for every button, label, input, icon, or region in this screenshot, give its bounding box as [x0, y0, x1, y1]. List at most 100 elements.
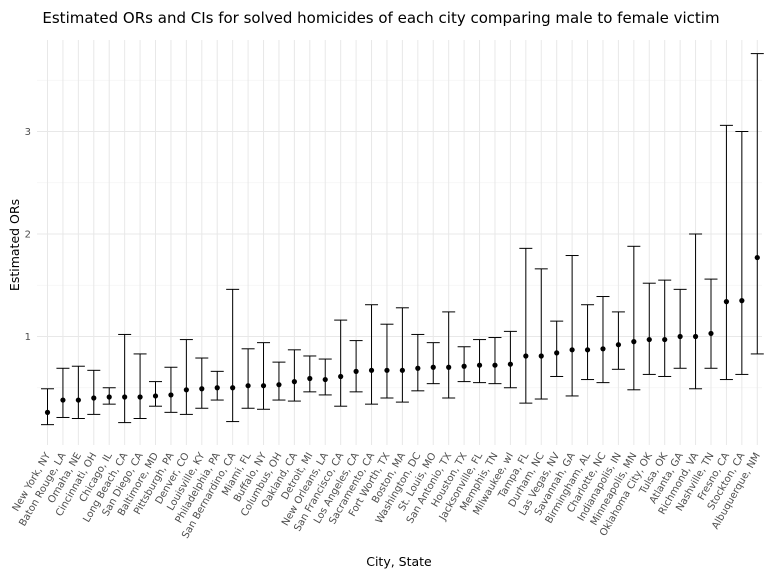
error-bar [581, 304, 595, 381]
error-bar [334, 319, 348, 407]
error-bar [303, 355, 317, 393]
estimate-point [646, 336, 652, 343]
estimate-point [338, 373, 344, 380]
error-bar [704, 278, 718, 369]
estimate-point [492, 362, 498, 368]
error-bar [611, 311, 625, 370]
estimate-point [615, 342, 622, 348]
error-bar [473, 339, 487, 384]
error-bar [87, 369, 101, 415]
error-bar [71, 365, 85, 419]
estimate-point [291, 379, 297, 385]
estimate-point [554, 350, 560, 356]
estimate-point [399, 367, 405, 373]
error-bar [257, 342, 271, 410]
estimate-point [276, 382, 282, 388]
estimate-point [230, 385, 236, 391]
estimate-point [430, 364, 436, 370]
error-bar [735, 131, 749, 375]
y-axis-ticks: 1 2 3 [25, 127, 31, 343]
estimate-point [199, 386, 205, 392]
error-bar [365, 304, 379, 405]
error-bar [550, 320, 564, 377]
estimate-point [723, 299, 730, 305]
y-tick-label: 3 [25, 127, 31, 138]
estimate-point [368, 367, 375, 373]
error-bar [596, 296, 610, 384]
error-bar [750, 53, 764, 355]
estimate-point [260, 383, 267, 389]
error-bar [41, 388, 54, 426]
estimate-point [106, 394, 112, 400]
error-bar [272, 361, 286, 401]
error-bar [565, 255, 579, 397]
estimate-point [322, 376, 328, 383]
estimate-point [538, 353, 544, 359]
error-bar [719, 124, 733, 381]
estimate-point [137, 394, 143, 400]
estimate-point [584, 347, 591, 353]
grid [37, 40, 762, 445]
estimate-point [754, 254, 760, 261]
error-bar [534, 268, 548, 400]
estimate-point [183, 387, 189, 393]
estimate-point [507, 361, 513, 367]
error-bar [395, 307, 409, 403]
error-bar [673, 288, 687, 369]
error-bar [627, 245, 641, 391]
estimate-point [708, 330, 714, 337]
estimate-point [152, 393, 159, 399]
estimate-point [44, 409, 51, 415]
error-bar [658, 279, 672, 377]
estimate-point [384, 367, 390, 373]
error-bar [503, 330, 517, 389]
estimate-point [569, 347, 575, 353]
estimate-point [122, 394, 128, 400]
estimate-point [307, 375, 313, 382]
error-bar [689, 233, 703, 390]
estimate-point [677, 333, 683, 340]
error-bar [56, 367, 70, 418]
estimate-point [739, 298, 745, 304]
error-bar [179, 339, 193, 415]
estimate-point [91, 395, 97, 401]
error-bar [118, 333, 132, 424]
error-bar [519, 247, 533, 404]
y-tick-label: 2 [25, 230, 31, 241]
y-tick-label: 1 [25, 332, 31, 343]
y-axis-title: Estimated ORs [7, 199, 22, 291]
estimate-point [600, 346, 606, 352]
error-bar [488, 337, 502, 385]
error-bar [380, 323, 394, 399]
x-axis-title: City, State [366, 554, 432, 569]
chart-title: Estimated ORs and CIs for solved homicid… [42, 9, 719, 27]
error-bar [426, 342, 440, 385]
error-bar [164, 366, 178, 413]
error-bars [41, 53, 764, 426]
error-bar [411, 333, 425, 392]
error-bar [226, 288, 240, 423]
estimate-point [168, 392, 174, 398]
error-bar [133, 353, 147, 419]
estimate-point [461, 363, 467, 369]
estimate-point [60, 397, 66, 403]
error-bar [195, 357, 209, 409]
estimate-point [245, 383, 251, 389]
error-bar [349, 340, 363, 393]
estimate-point [692, 333, 699, 340]
estimate-point [353, 368, 359, 374]
error-bar [642, 282, 656, 375]
estimate-point [75, 397, 81, 403]
estimate-point [214, 385, 220, 391]
estimate-point [662, 336, 668, 343]
error-bar [442, 311, 456, 399]
points [44, 254, 760, 415]
estimate-point [476, 362, 483, 368]
estimate-point [415, 365, 421, 371]
estimate-point [631, 339, 637, 345]
estimate-point [446, 364, 452, 370]
error-bar [241, 348, 255, 409]
error-bar [287, 349, 301, 402]
